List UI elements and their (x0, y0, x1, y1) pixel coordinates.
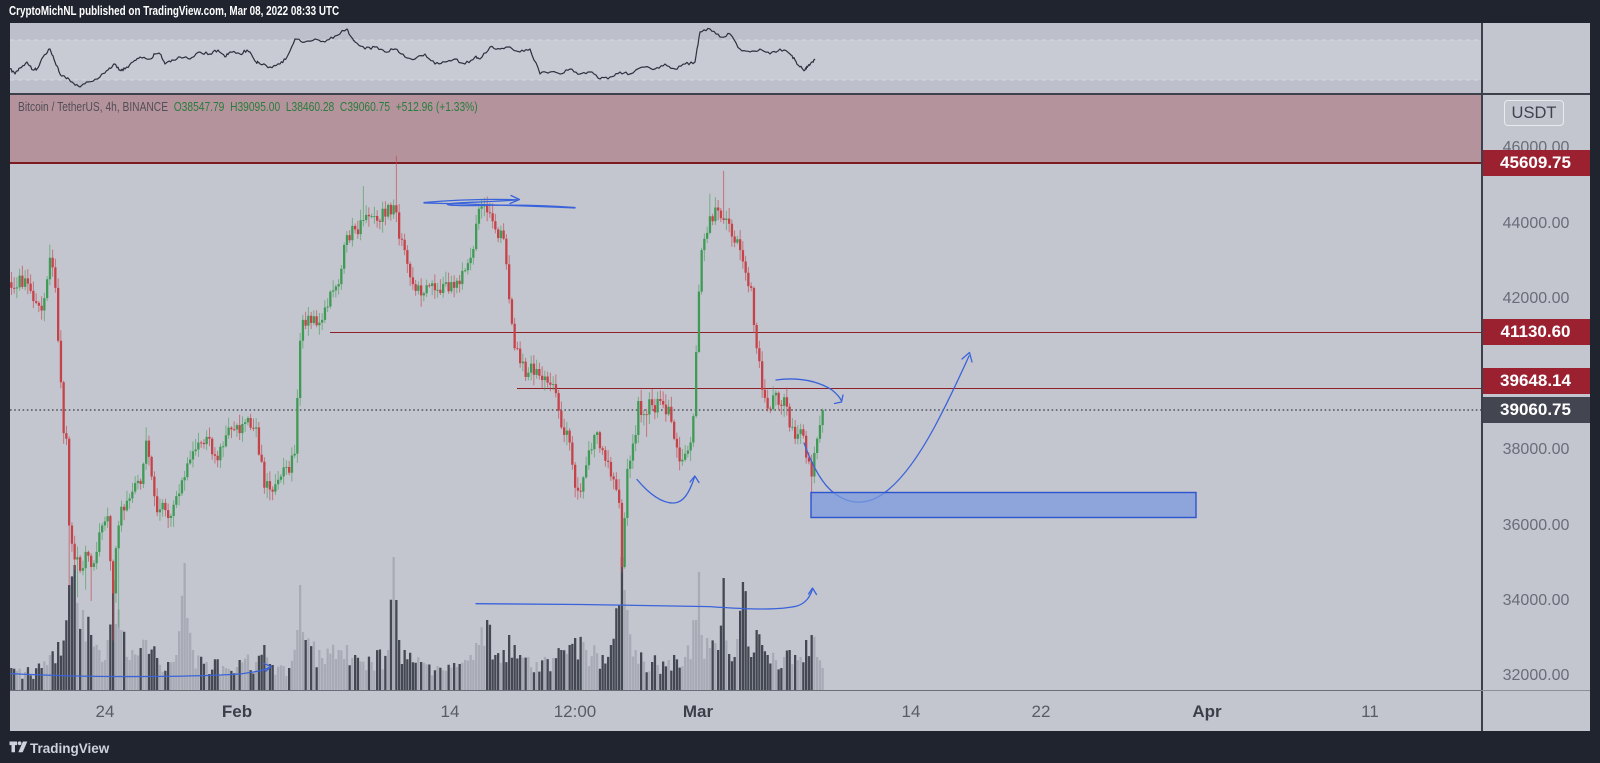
svg-text:TradingView: TradingView (30, 741, 110, 756)
